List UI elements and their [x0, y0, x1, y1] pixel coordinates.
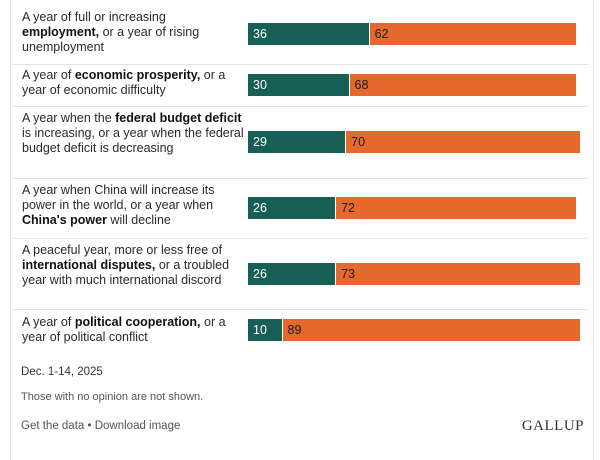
- bar-segment-first-option: 26: [248, 263, 336, 285]
- survey-date: Dec. 1-14, 2025: [21, 366, 103, 378]
- bar-segment-second-option: 72: [335, 197, 577, 219]
- gallup-logo: GALLUP: [521, 418, 584, 434]
- stacked-bar: 36 62: [248, 23, 577, 45]
- stacked-bar: 29 70: [248, 131, 580, 153]
- data-label: 30: [253, 78, 267, 92]
- chart-row: A year of economic prosperity, or a year…: [12, 64, 588, 107]
- chart-frame: [10, 0, 594, 460]
- data-label: 26: [253, 201, 267, 215]
- data-label: 70: [351, 135, 366, 149]
- data-label: 62: [374, 27, 389, 41]
- chart-row: A year of full or increasing employment,…: [12, 4, 588, 65]
- bar-segment-first-option: 10: [248, 319, 282, 341]
- bar-segment-second-option: 73: [335, 263, 580, 285]
- stacked-bar: 26 73: [248, 263, 580, 285]
- category-label: A year of political cooperation, or a ye…: [22, 315, 226, 344]
- bar-segment-second-option: 68: [348, 74, 577, 96]
- category-label: A year of full or increasing employment,…: [22, 10, 200, 54]
- chart-row: A year of political cooperation, or a ye…: [12, 309, 588, 351]
- data-label: 26: [253, 267, 267, 281]
- bar-segment-second-option: 89: [281, 319, 580, 341]
- chart-links[interactable]: Get the data • Download image: [21, 420, 181, 432]
- stacked-bar: 30 68: [248, 74, 577, 96]
- category-label: A year when China will increase its powe…: [22, 183, 215, 227]
- chart-row: A peaceful year, more or less free of in…: [12, 238, 588, 310]
- bar-segment-first-option: 36: [248, 23, 369, 45]
- bar-segment-first-option: 26: [248, 197, 336, 219]
- data-label: 72: [341, 201, 355, 215]
- data-label: 73: [341, 267, 355, 281]
- chart-row: A year when China will increase its powe…: [12, 178, 588, 239]
- stacked-bar: 10 89: [248, 319, 580, 341]
- data-label: 36: [253, 27, 267, 41]
- data-label: 10: [253, 323, 267, 337]
- chart-row: A year when the federal budget deficit i…: [12, 106, 588, 179]
- data-label: 89: [287, 323, 302, 337]
- bar-segment-second-option: 62: [368, 23, 577, 45]
- bar-segment-first-option: 29: [248, 131, 346, 153]
- data-label: 68: [354, 78, 369, 92]
- bar-segment-first-option: 30: [248, 74, 349, 96]
- data-label: 29: [253, 135, 267, 149]
- category-label: A peaceful year, more or less free of in…: [22, 243, 230, 287]
- stacked-bar: 26 72: [248, 197, 577, 219]
- category-label: A year of economic prosperity, or a year…: [22, 68, 226, 97]
- bar-segment-second-option: 70: [345, 131, 580, 153]
- chart-rows: A year of full or increasing employment,…: [12, 4, 588, 351]
- category-label: A year when the federal budget deficit i…: [22, 111, 244, 155]
- footnote: Those with no opinion are not shown.: [21, 391, 204, 403]
